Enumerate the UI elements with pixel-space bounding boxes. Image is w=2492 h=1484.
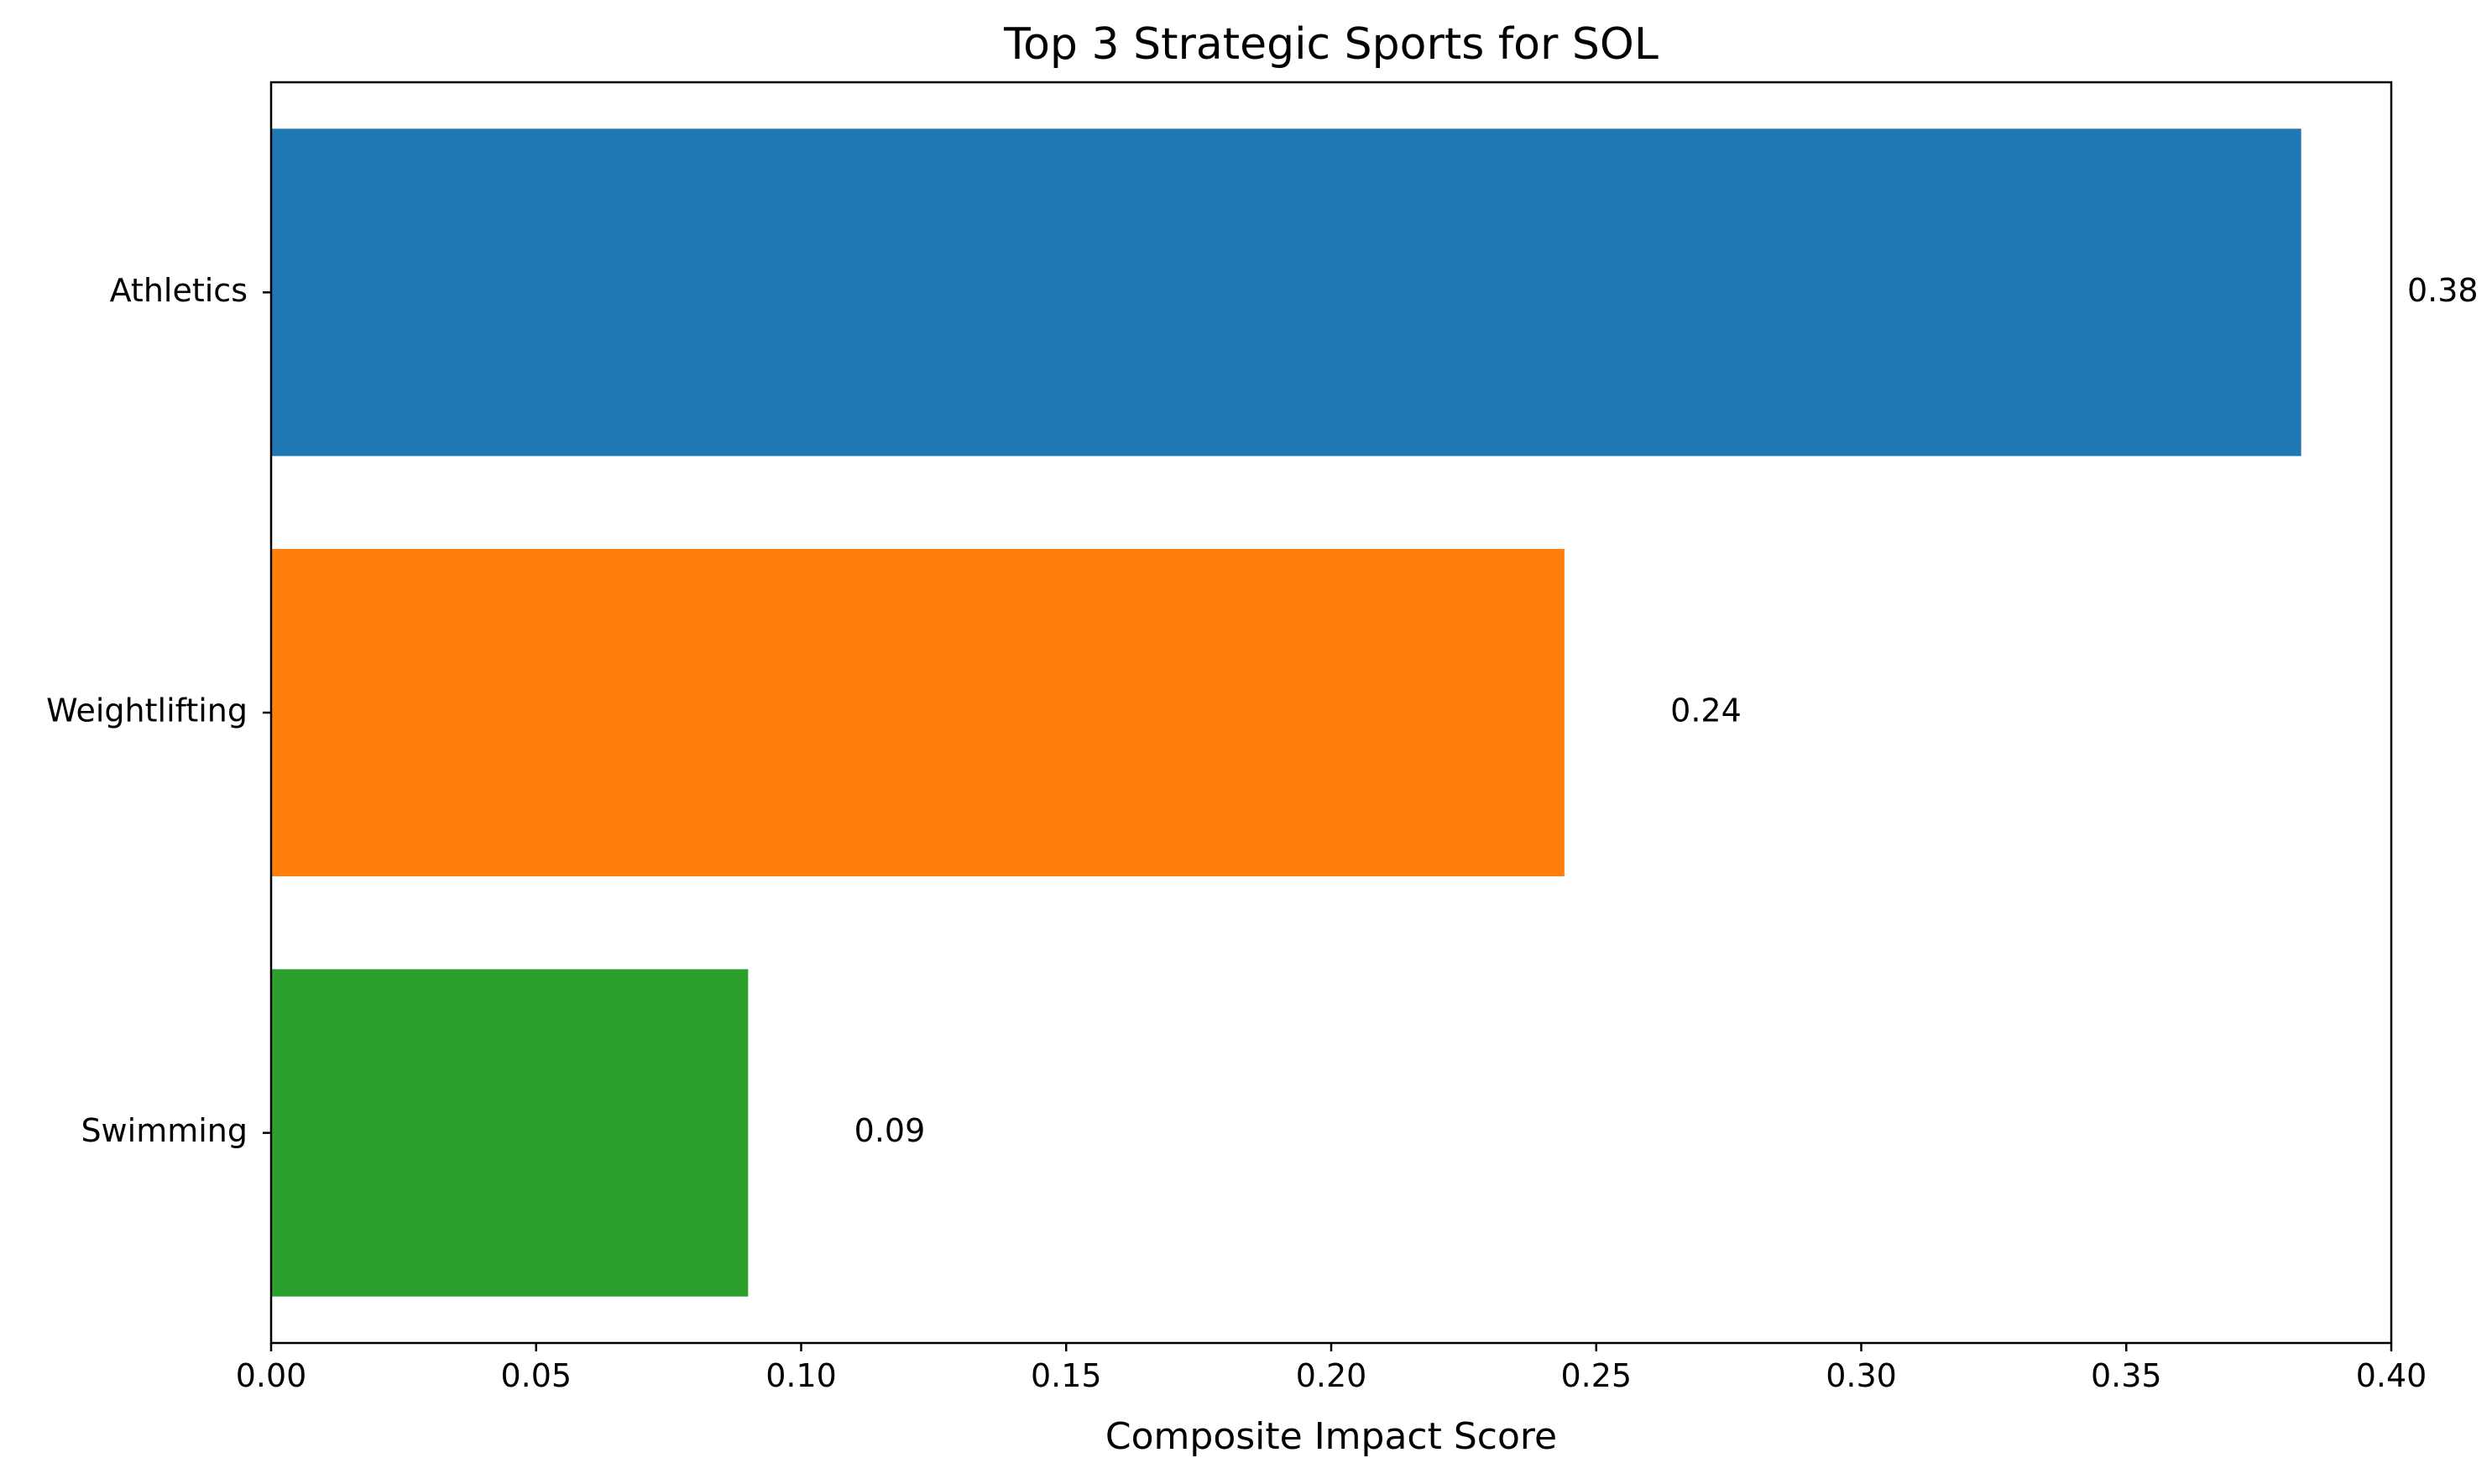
data-label-athletics: 0.38 bbox=[2407, 272, 2479, 309]
chart-title: Top 3 Strategic Sports for SOL bbox=[1003, 19, 1659, 70]
x-axis-label: Composite Impact Score bbox=[1105, 1415, 1557, 1458]
x-tick-label: 0.25 bbox=[1560, 1357, 1632, 1394]
x-tick-label: 0.20 bbox=[1296, 1357, 1367, 1394]
data-label-weightlifting: 0.24 bbox=[1670, 692, 1742, 729]
y-axis: Athletics Weightlifting Swimming bbox=[46, 272, 271, 1149]
y-tick-label-athletics: Athletics bbox=[110, 272, 248, 309]
y-tick-label-swimming: Swimming bbox=[81, 1112, 248, 1149]
x-tick-label: 0.05 bbox=[500, 1357, 572, 1394]
bar-athletics bbox=[271, 128, 2301, 457]
data-label-swimming: 0.09 bbox=[854, 1112, 926, 1149]
x-tick-label: 0.40 bbox=[2356, 1357, 2427, 1394]
plot-area: 0.38 0.24 0.09 bbox=[271, 128, 2479, 1297]
x-tick-label: 0.35 bbox=[2091, 1357, 2162, 1394]
x-tick-label: 0.10 bbox=[765, 1357, 837, 1394]
bar-swimming bbox=[271, 969, 749, 1297]
bar-weightlifting bbox=[271, 549, 1565, 876]
x-tick-label: 0.15 bbox=[1031, 1357, 1102, 1394]
x-tick-label: 0.00 bbox=[236, 1357, 307, 1394]
y-tick-label-weightlifting: Weightlifting bbox=[46, 692, 248, 729]
x-tick-label: 0.30 bbox=[1826, 1357, 1897, 1394]
x-axis: 0.00 0.05 0.10 0.15 0.20 0.25 0.30 0.35 0.40 bbox=[236, 1343, 2427, 1394]
